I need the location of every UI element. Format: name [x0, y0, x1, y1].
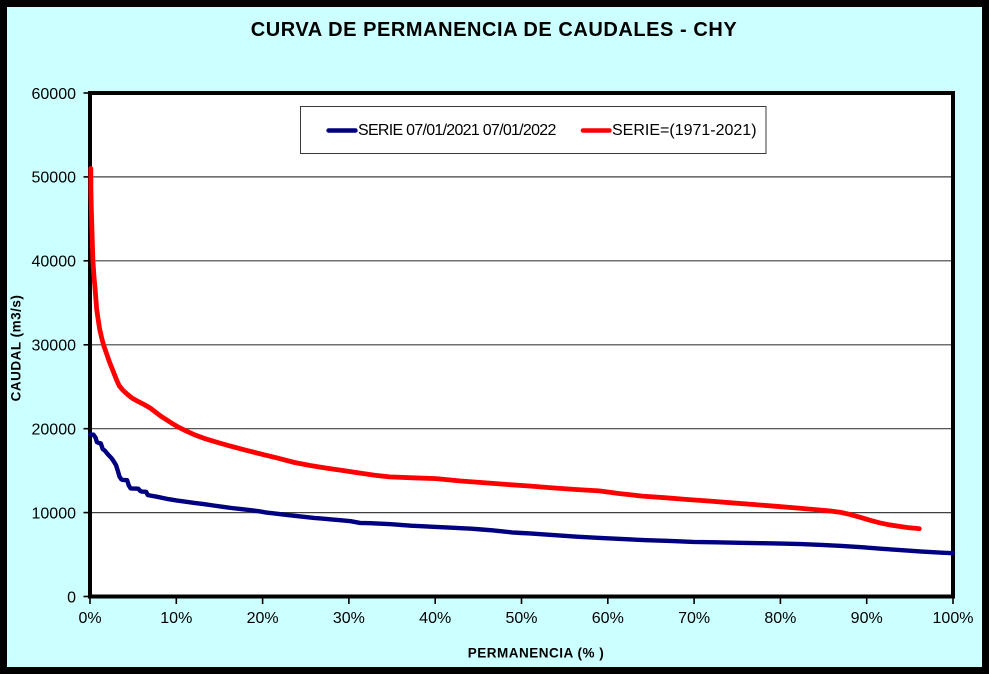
svg-text:50000: 50000	[32, 170, 77, 187]
svg-text:CAUDAL (m3/s): CAUDAL (m3/s)	[9, 295, 24, 402]
svg-text:40%: 40%	[419, 610, 451, 627]
svg-text:20000: 20000	[32, 422, 77, 439]
svg-text:SERIE=(1971-2021): SERIE=(1971-2021)	[612, 122, 757, 139]
svg-text:CURVA DE PERMANENCIA DE CAUDAL: CURVA DE PERMANENCIA DE CAUDALES - CHY	[251, 19, 738, 41]
svg-text:10000: 10000	[32, 505, 77, 522]
svg-text:60000: 60000	[32, 86, 77, 103]
svg-text:90%: 90%	[851, 610, 883, 627]
svg-text:PERMANENCIA (% ): PERMANENCIA (% )	[468, 646, 605, 661]
svg-text:0%: 0%	[78, 610, 101, 627]
svg-text:20%: 20%	[247, 610, 279, 627]
svg-text:10%: 10%	[160, 610, 192, 627]
svg-text:0: 0	[67, 589, 76, 606]
svg-text:40000: 40000	[32, 254, 77, 271]
svg-text:60%: 60%	[592, 610, 624, 627]
svg-text:30000: 30000	[32, 338, 77, 355]
svg-text:70%: 70%	[678, 610, 710, 627]
svg-text:30%: 30%	[333, 610, 365, 627]
svg-text:50%: 50%	[505, 610, 537, 627]
svg-text:80%: 80%	[764, 610, 796, 627]
svg-text:100%: 100%	[933, 610, 974, 627]
svg-text:SERIE 07/01/2021 07/01/2022: SERIE 07/01/2021 07/01/2022	[358, 122, 556, 139]
